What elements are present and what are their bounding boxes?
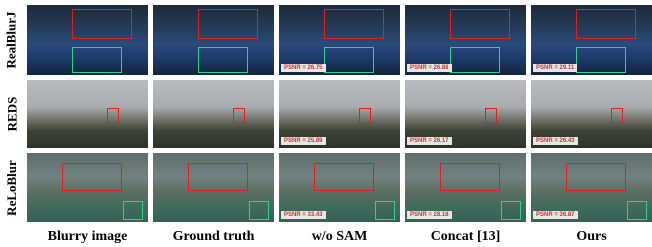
- column-label-text: Blurry image: [48, 229, 128, 244]
- psnr-label: PSNR = 26.75: [281, 64, 326, 72]
- psnr-label: PSNR = 29.11: [533, 64, 577, 72]
- red-box: [107, 108, 119, 124]
- green-box: [450, 47, 500, 73]
- image-panel: PSNR = 26.75: [279, 5, 400, 75]
- psnr-label-text: PSNR = 28.18: [410, 212, 449, 218]
- red-box: [450, 9, 510, 39]
- image-panel: [27, 5, 148, 75]
- red-box: [72, 9, 132, 39]
- image-panel: PSNR = 28.18: [405, 153, 526, 222]
- figure: {"rows": [ {"label": "RealBlurJ", "psnr"…: [0, 0, 652, 247]
- image-panel: [153, 5, 274, 75]
- green-box: [576, 47, 626, 73]
- row-label: RealBlurJ: [0, 5, 24, 75]
- column-label: Concat [13]: [405, 227, 526, 247]
- green-box: [198, 47, 248, 73]
- psnr-label: PSNR = 33.43: [281, 211, 326, 219]
- green-box: [324, 47, 374, 73]
- green-box: [123, 201, 143, 220]
- image-panel: PSNR = 26.17: [405, 80, 526, 148]
- image-panel: PSNR = 29.11: [531, 5, 652, 75]
- image-panel: [153, 80, 274, 148]
- psnr-label-text: PSNR = 33.43: [284, 212, 323, 218]
- red-box: [440, 163, 500, 191]
- row-label-text: REDS: [4, 97, 20, 132]
- psnr-label-text: PSNR = 29.11: [536, 65, 574, 71]
- column-label-text: Ours: [576, 229, 606, 244]
- image-panel: [153, 153, 274, 222]
- psnr-label: PSNR = 36.87: [533, 211, 578, 219]
- column-label-text: Ground truth: [173, 229, 255, 244]
- column-label-text: Concat [13]: [431, 229, 501, 244]
- psnr-label-text: PSNR = 26.43: [536, 138, 575, 144]
- red-box: [314, 163, 374, 191]
- green-box: [627, 201, 647, 220]
- psnr-label-text: PSNR = 25.89: [284, 138, 323, 144]
- psnr-label: PSNR = 26.88: [407, 64, 452, 72]
- row-label-text: ReLoBlur: [4, 160, 20, 216]
- psnr-label: PSNR = 25.89: [281, 137, 326, 145]
- red-box: [198, 9, 258, 39]
- red-box: [576, 9, 636, 39]
- image-panel: PSNR = 33.43: [279, 153, 400, 222]
- green-box: [501, 201, 521, 220]
- column-label: Ours: [531, 227, 652, 247]
- image-panel: PSNR = 26.43: [531, 80, 652, 148]
- column-label: Ground truth: [153, 227, 274, 247]
- image-panel: [27, 80, 148, 148]
- red-box: [485, 108, 497, 124]
- row-label: REDS: [0, 80, 24, 148]
- red-box: [611, 108, 623, 124]
- green-box: [375, 201, 395, 220]
- image-panel: PSNR = 26.88: [405, 5, 526, 75]
- row-label-text: RealBlurJ: [4, 11, 20, 68]
- red-box: [359, 108, 371, 124]
- column-label-text: w/o SAM: [312, 229, 368, 244]
- column-label: Blurry image: [27, 227, 148, 247]
- psnr-label-text: PSNR = 26.88: [410, 65, 449, 71]
- red-box: [233, 108, 245, 124]
- red-box: [566, 163, 626, 191]
- red-box: [188, 163, 248, 191]
- psnr-label: PSNR = 28.18: [407, 211, 452, 219]
- image-panel: PSNR = 36.87: [531, 153, 652, 222]
- image-panel: PSNR = 25.89: [279, 80, 400, 148]
- image-panel: [27, 153, 148, 222]
- psnr-label-text: PSNR = 26.75: [284, 65, 323, 71]
- green-box: [72, 47, 122, 73]
- row-label: ReLoBlur: [0, 153, 24, 222]
- column-label: w/o SAM: [279, 227, 400, 247]
- psnr-label-text: PSNR = 36.87: [536, 212, 575, 218]
- red-box: [62, 163, 122, 191]
- psnr-label: PSNR = 26.43: [533, 137, 578, 145]
- psnr-label: PSNR = 26.17: [407, 137, 452, 145]
- red-box: [324, 9, 384, 39]
- psnr-label-text: PSNR = 26.17: [410, 138, 449, 144]
- green-box: [249, 201, 269, 220]
